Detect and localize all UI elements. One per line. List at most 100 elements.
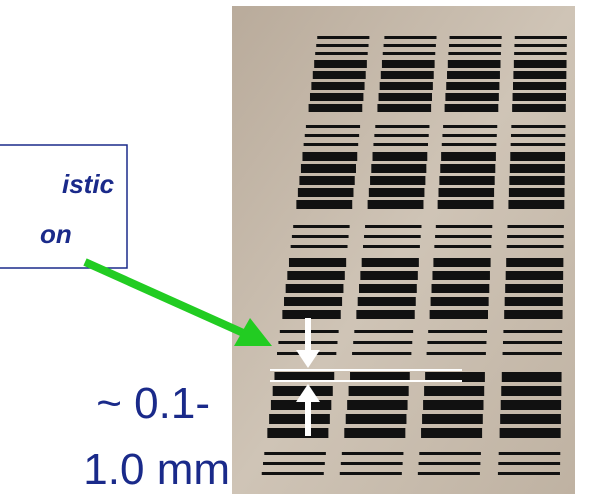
- bar: [369, 188, 425, 197]
- bar: [507, 235, 564, 238]
- bar: [375, 125, 429, 128]
- bar: [432, 284, 490, 293]
- bar: [450, 36, 502, 39]
- bar: [267, 428, 328, 438]
- bar: [513, 82, 566, 90]
- bar: [419, 452, 481, 455]
- bar: [353, 341, 412, 344]
- page: istic on ~ 0.1- 1.0 mm (() => { const da…: [0, 0, 593, 499]
- bar: [511, 143, 566, 146]
- callout-box: [0, 145, 127, 268]
- bar: [513, 93, 566, 101]
- bar: [371, 164, 426, 173]
- bar: [316, 44, 368, 47]
- bar: [504, 310, 562, 319]
- bar: [289, 258, 346, 267]
- bar: [262, 472, 324, 475]
- bar: [514, 60, 567, 68]
- bar: [314, 60, 367, 68]
- bar: [291, 245, 348, 248]
- bar: [269, 414, 330, 424]
- measurement-text: 1.0 mm: [83, 445, 230, 494]
- bar: [344, 428, 405, 438]
- bar: [424, 386, 484, 396]
- bar: [505, 284, 563, 293]
- bar: [506, 271, 563, 280]
- bar: [346, 414, 407, 424]
- bar: [360, 271, 417, 280]
- bar: [313, 71, 366, 79]
- bar: [305, 134, 359, 137]
- bar: [503, 341, 562, 344]
- bar: [374, 134, 428, 137]
- bar: [298, 188, 354, 197]
- bar: [503, 330, 562, 333]
- bar: [356, 310, 414, 319]
- bar: [509, 188, 565, 197]
- bar: [435, 235, 492, 238]
- bar: [287, 271, 344, 280]
- bar: [500, 428, 561, 438]
- bar: [296, 200, 352, 209]
- bar: [354, 330, 413, 333]
- bar: [418, 472, 480, 475]
- bar: [282, 310, 340, 319]
- bar: [263, 462, 325, 465]
- callout-text: istic: [62, 169, 115, 199]
- bar: [506, 258, 563, 267]
- bar: [446, 82, 499, 90]
- bar: [309, 104, 363, 112]
- bar: [498, 462, 560, 465]
- bar: [440, 164, 495, 173]
- bar: [310, 93, 363, 101]
- bar: [514, 44, 566, 47]
- bar: [428, 330, 487, 333]
- bar: [448, 60, 501, 68]
- bar: [445, 104, 499, 112]
- bar: [362, 258, 419, 267]
- bar: [438, 200, 494, 209]
- bar: [373, 152, 428, 161]
- bar: [264, 452, 326, 455]
- bar: [341, 462, 403, 465]
- bar: [340, 472, 402, 475]
- bar: [382, 60, 435, 68]
- bar: [442, 143, 497, 146]
- slide: istic on ~ 0.1- 1.0 mm: [0, 0, 593, 499]
- callout-text: on: [40, 219, 72, 249]
- bar: [499, 452, 561, 455]
- bar: [311, 82, 364, 90]
- bar: [427, 341, 486, 344]
- bar: [384, 36, 436, 39]
- bar: [359, 284, 417, 293]
- bar: [515, 36, 567, 39]
- bar: [365, 225, 421, 228]
- bar: [500, 414, 561, 424]
- bar: [358, 297, 416, 306]
- bar: [510, 164, 565, 173]
- bar: [384, 44, 436, 47]
- bar: [432, 271, 489, 280]
- bar: [292, 235, 349, 238]
- bar: [317, 36, 369, 39]
- bar: [349, 386, 409, 396]
- bar: [301, 164, 356, 173]
- bar: [505, 297, 563, 306]
- bar: [347, 400, 407, 410]
- measurement-text: ~ 0.1-: [96, 379, 210, 428]
- bar: [441, 152, 496, 161]
- bar: [512, 104, 566, 112]
- bar: [509, 176, 564, 185]
- bar: [447, 71, 500, 79]
- bar: [368, 200, 424, 209]
- bar: [443, 125, 497, 128]
- bar: [434, 245, 491, 248]
- bar: [439, 176, 494, 185]
- bar: [442, 134, 496, 137]
- bar: [511, 134, 565, 137]
- bar: [363, 245, 420, 248]
- bar: [510, 152, 565, 161]
- bar: [445, 93, 498, 101]
- bar: [498, 472, 560, 475]
- bar: [286, 284, 344, 293]
